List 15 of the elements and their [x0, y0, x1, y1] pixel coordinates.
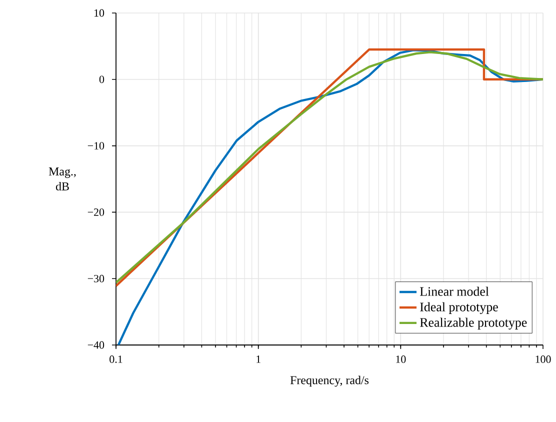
y-tick-label: −40: [88, 341, 104, 349]
y-tick-label: 10: [94, 9, 104, 17]
legend-label: Linear model: [420, 286, 489, 296]
x-axis-title: Frequency, rad/s: [290, 376, 369, 387]
y-tick-label: 0: [99, 76, 104, 84]
y-tick-label: −20: [88, 208, 104, 216]
y-tick-label: −10: [88, 142, 104, 150]
x-tick-label: 1: [256, 356, 260, 363]
x-tick-label: 10: [396, 356, 406, 363]
y-tick-label: −30: [88, 274, 104, 282]
legend-label: Realizable prototype: [420, 318, 527, 330]
x-tick-label: 0.1: [110, 356, 122, 363]
x-tick-label: 100: [536, 356, 551, 363]
legend-label: Ideal prototype: [420, 302, 498, 314]
y-axis-title: Mag., dB: [48, 168, 76, 190]
